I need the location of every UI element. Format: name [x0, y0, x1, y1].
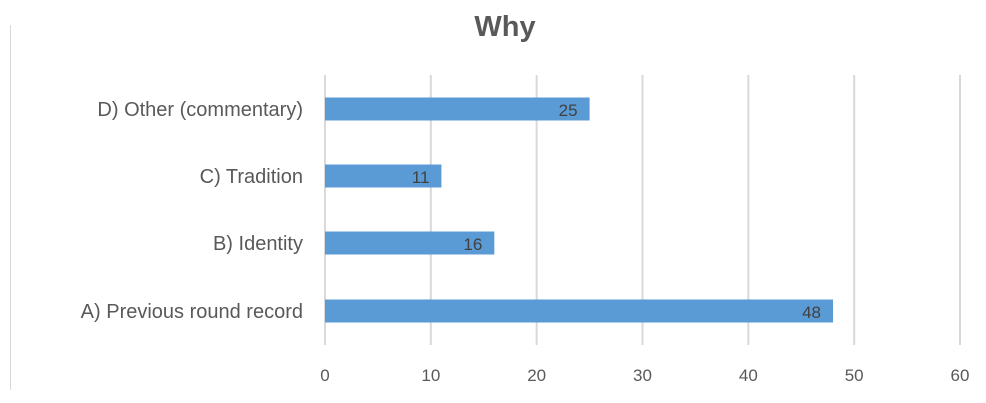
data-label-3: 16	[463, 235, 482, 254]
x-axis-tick-labels: 0 10 20 30 40 50 60	[320, 366, 969, 385]
data-label-4: 48	[802, 303, 821, 322]
chart-border	[10, 25, 11, 390]
x-tick-label-30: 30	[633, 366, 652, 385]
category-labels: D) Other (commentary) C) Tradition B) Iden…	[81, 99, 303, 323]
category-label-2: C) Tradition	[200, 166, 303, 188]
x-tick-label-60: 60	[951, 366, 970, 385]
x-tick-label-10: 10	[421, 366, 440, 385]
data-label-1: 25	[559, 101, 578, 120]
bar-3	[325, 231, 495, 255]
category-label-1: D) Other (commentary)	[97, 99, 303, 121]
bar-4	[325, 299, 833, 323]
x-tick-label-20: 20	[527, 366, 546, 385]
x-tick-label-50: 50	[845, 366, 864, 385]
x-tick-label-0: 0	[320, 366, 329, 385]
category-label-3: B) Identity	[213, 233, 303, 255]
chart-title: Why	[474, 11, 535, 43]
bars	[325, 97, 833, 323]
data-labels: 25 11 16 48	[412, 101, 821, 322]
bar-1	[325, 97, 590, 121]
bar-2	[325, 164, 442, 188]
data-label-2: 11	[412, 168, 430, 187]
x-tick-label-40: 40	[739, 366, 758, 385]
category-label-4: A) Previous round record	[81, 301, 303, 323]
